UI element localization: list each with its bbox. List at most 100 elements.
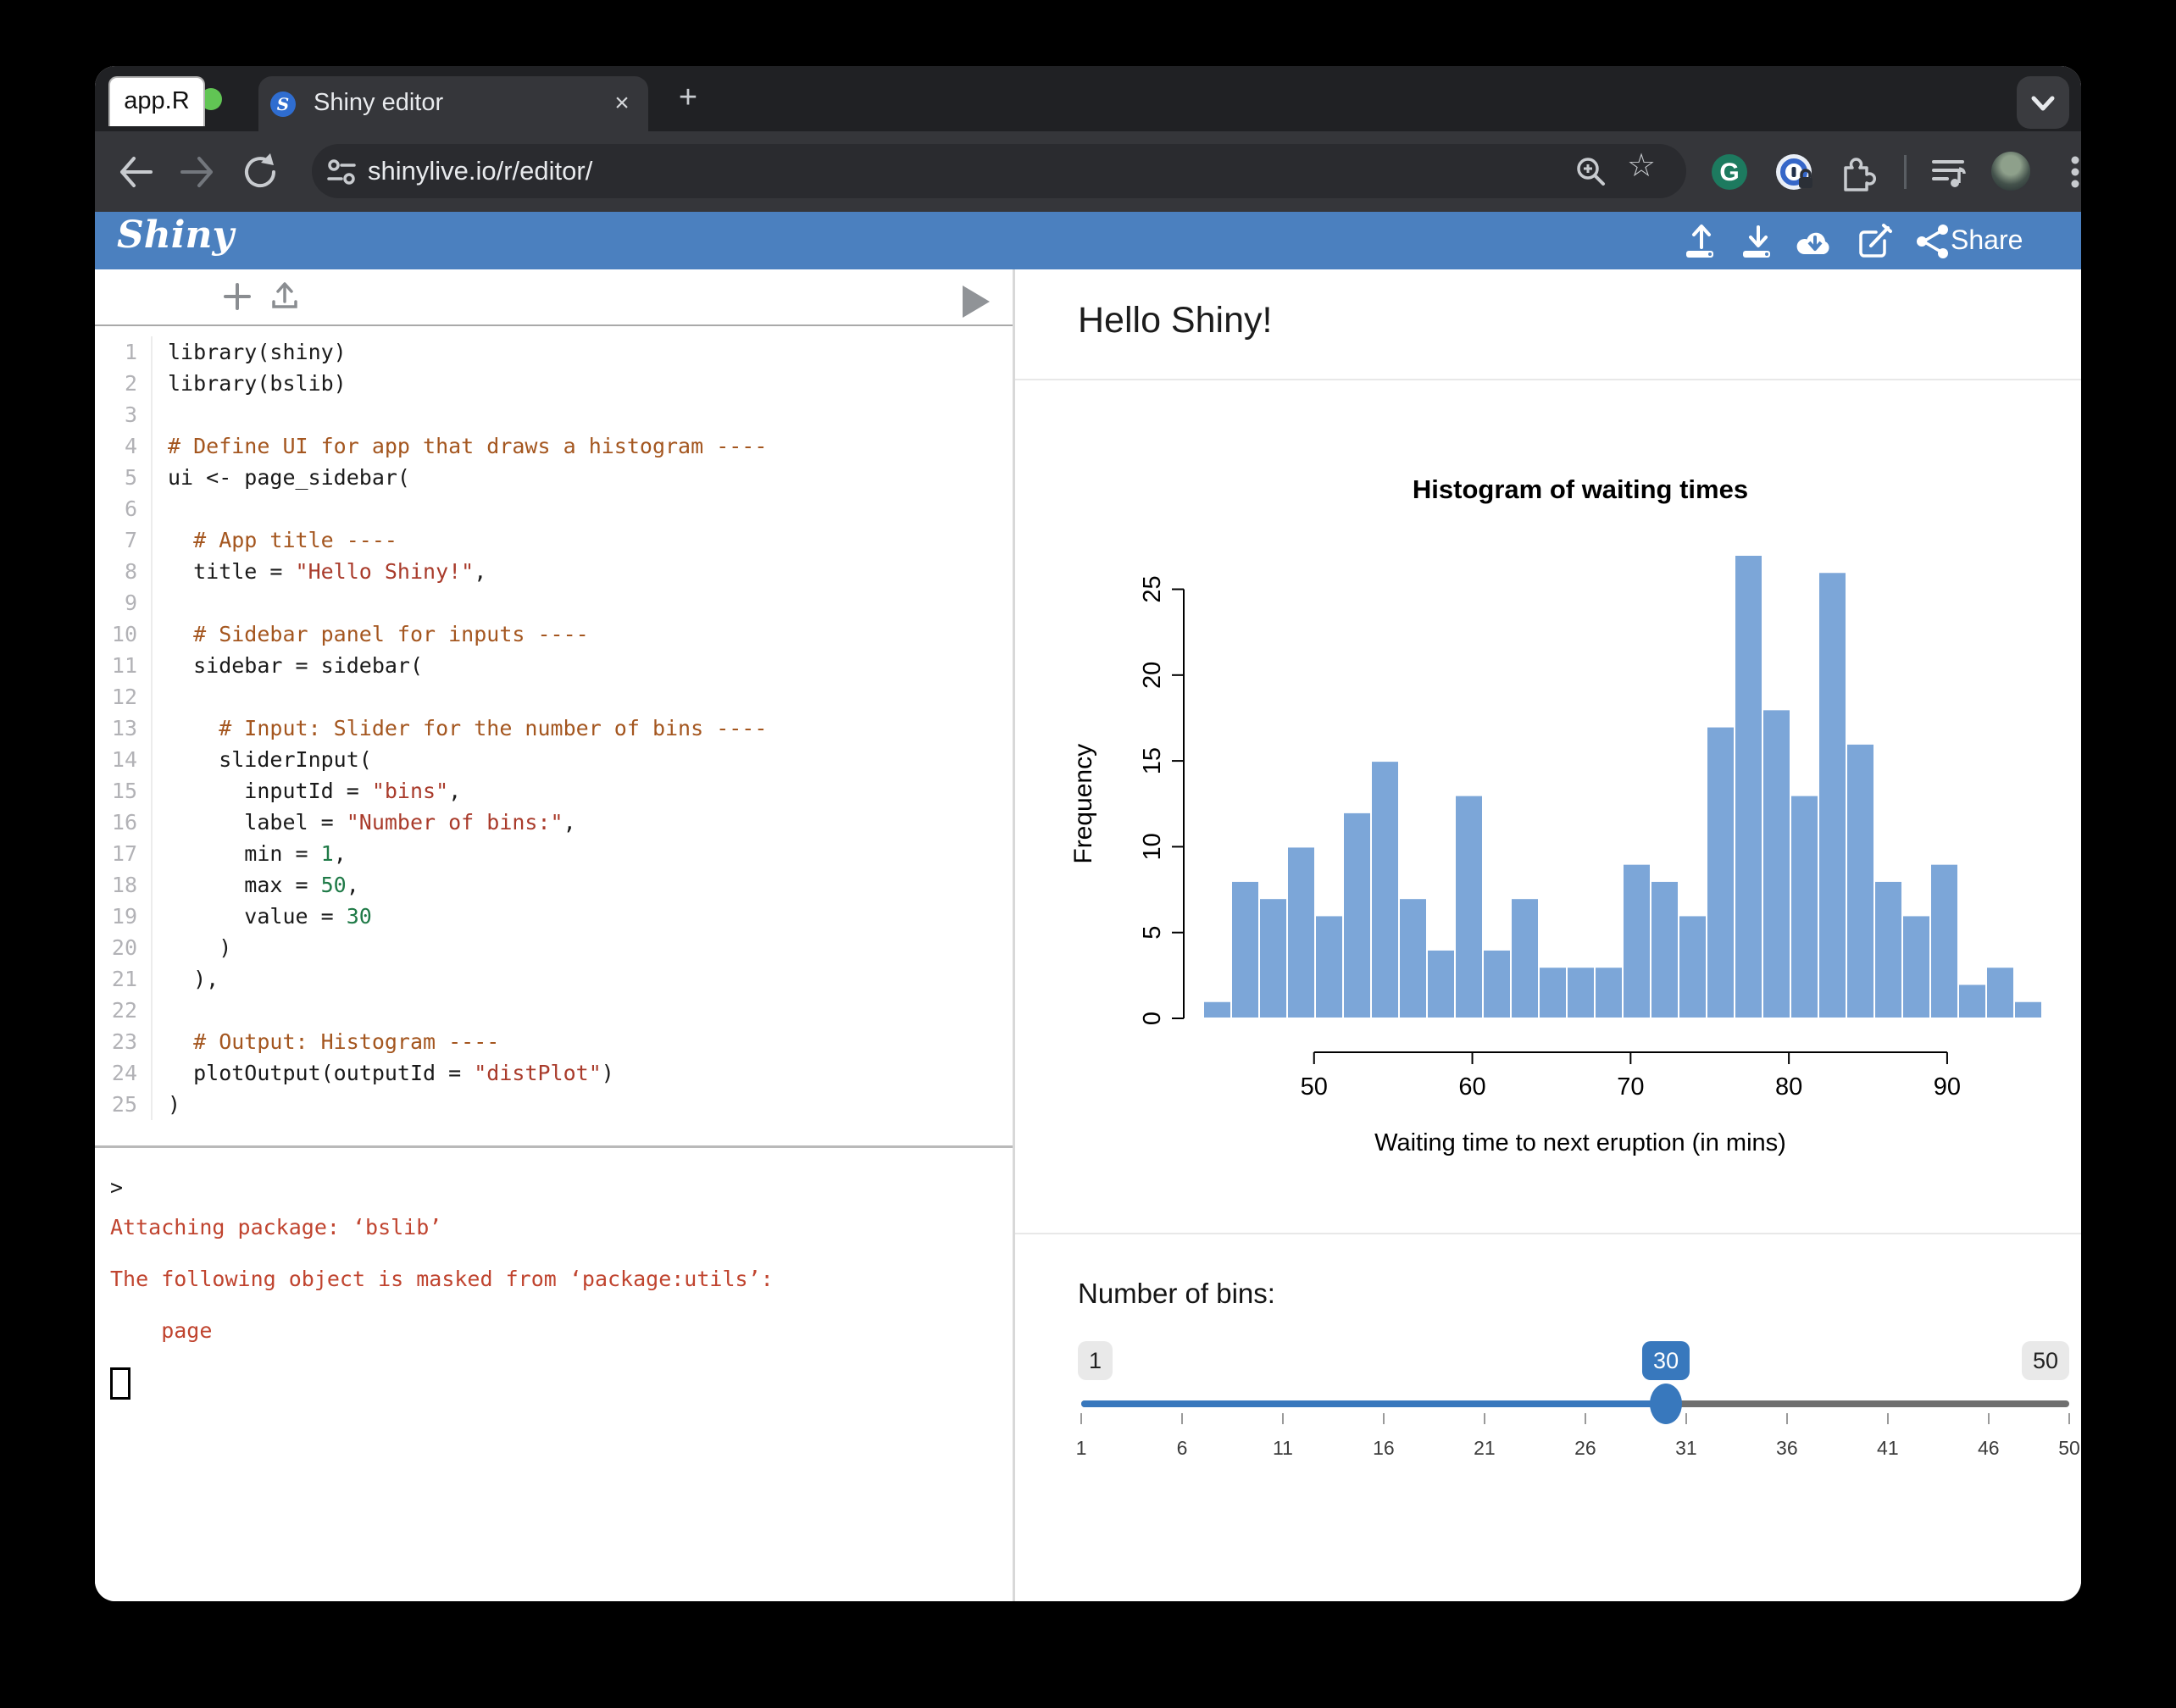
browser-menu-icon[interactable]	[2062, 153, 2081, 191]
slider-tick-label: 21	[1474, 1437, 1496, 1459]
code-line[interactable]: 8 title = "Hello Shiny!",	[95, 556, 1013, 587]
zoom-icon[interactable]	[1571, 152, 1612, 192]
code-line[interactable]: 15 inputId = "bins",	[95, 775, 1013, 807]
line-number: 8	[95, 556, 153, 587]
forward-button[interactable]	[177, 152, 218, 192]
line-number: 24	[95, 1057, 153, 1089]
histogram-bar	[1370, 760, 1400, 1019]
console-line: >	[110, 1175, 124, 1200]
code-line[interactable]: 17 min = 1,	[95, 838, 1013, 869]
code-line[interactable]: 18 max = 50,	[95, 869, 1013, 901]
x-tick-label: 50	[1301, 1073, 1328, 1101]
code-line[interactable]: 25)	[95, 1089, 1013, 1120]
code-line[interactable]: 19 value = 30	[95, 901, 1013, 932]
x-tick-label: 90	[1934, 1073, 1961, 1101]
editor-tab-app-r[interactable]: app.R	[108, 76, 205, 126]
code-line[interactable]: 22	[95, 995, 1013, 1026]
slider-handle[interactable]	[1650, 1384, 1683, 1424]
histogram-bar	[1398, 897, 1428, 1019]
upload-file-icon[interactable]	[268, 280, 302, 313]
x-axis-label: Waiting time to next eruption (in mins)	[1374, 1129, 1786, 1156]
edit-icon[interactable]	[1856, 222, 1895, 261]
code-line[interactable]: 12	[95, 681, 1013, 713]
slider-tick	[1584, 1413, 1586, 1424]
code-text: )	[168, 935, 232, 960]
add-file-icon[interactable]	[220, 280, 254, 313]
code-line[interactable]: 3	[95, 399, 1013, 430]
console-line: page	[110, 1318, 213, 1343]
browser-tab[interactable]: S Shiny editor ×	[258, 76, 648, 131]
histogram-bar	[1258, 897, 1288, 1019]
code-line[interactable]: 10 # Sidebar panel for inputs ----	[95, 618, 1013, 650]
code-text: library(bslib)	[168, 371, 347, 396]
profile-avatar[interactable]	[1991, 152, 2030, 191]
histogram-bar	[1594, 966, 1624, 1020]
line-number: 4	[95, 430, 153, 462]
r-console[interactable]: > Attaching package: ‘bslib’ The following…	[95, 1159, 1013, 1601]
tab-close-icon[interactable]: ×	[614, 89, 630, 117]
line-number: 9	[95, 587, 153, 618]
back-button[interactable]	[115, 152, 156, 192]
code-line[interactable]: 4 # Define UI for app that draws a histog…	[95, 430, 1013, 462]
code-line[interactable]: 1 library(shiny)	[95, 336, 1013, 368]
x-tick-label: 70	[1617, 1073, 1644, 1101]
code-editor[interactable]: 1 library(shiny) 2 library(bslib) 3 4 # Define…	[95, 326, 1013, 1145]
line-number: 17	[95, 838, 153, 869]
code-line[interactable]: 7 # App title ----	[95, 524, 1013, 556]
code-line[interactable]: 13 # Input: Slider for the number of bin…	[95, 713, 1013, 744]
password-manager-extension-icon[interactable]	[1774, 152, 1814, 192]
open-file-icon[interactable]	[1682, 222, 1721, 261]
extensions-puzzle-icon[interactable]	[1835, 152, 1876, 192]
code-line[interactable]: 23 # Output: Histogram ----	[95, 1026, 1013, 1057]
y-tick-label: 0	[1139, 1012, 1166, 1025]
code-text: value = 30	[168, 904, 372, 929]
browser-window: S Shiny editor × + shinylive.io	[95, 66, 2081, 1601]
slider-tick	[1281, 1413, 1284, 1424]
tab-search-button[interactable]	[2017, 76, 2069, 129]
pane-resize-divider[interactable]	[1013, 269, 1015, 1601]
code-text: max = 50,	[168, 873, 359, 897]
slider-tick-label: 41	[1877, 1437, 1899, 1459]
shiny-logo[interactable]: Shiny	[117, 214, 235, 257]
code-line[interactable]: 16 label = "Number of bins:",	[95, 807, 1013, 838]
line-number: 18	[95, 869, 153, 901]
run-app-button[interactable]	[959, 284, 993, 319]
y-axis-label: Frequency	[1069, 744, 1097, 864]
histogram-bar	[1790, 794, 1819, 1019]
histogram-bar	[1342, 811, 1372, 1019]
grammarly-extension-icon[interactable]: G	[1709, 152, 1750, 192]
browser-toolbar: shinylive.io/r/editor/ ☆ G	[95, 131, 2081, 212]
code-line[interactable]: 24 plotOutput(outputId = "distPlot")	[95, 1057, 1013, 1089]
code-line[interactable]: 2 library(bslib)	[95, 368, 1013, 399]
bookmark-star-icon[interactable]: ☆	[1627, 148, 1657, 184]
slider-tick-label: 46	[1978, 1437, 2000, 1459]
code-line[interactable]: 6	[95, 493, 1013, 524]
code-line[interactable]: 14 sliderInput(	[95, 744, 1013, 775]
share-icon[interactable]	[1913, 222, 1952, 261]
histogram-bar	[1510, 897, 1540, 1019]
address-bar[interactable]	[312, 144, 1686, 198]
editor-console-divider[interactable]	[95, 1145, 1013, 1148]
code-line[interactable]: 21 ),	[95, 963, 1013, 995]
console-cursor[interactable]	[110, 1367, 130, 1400]
site-settings-icon[interactable]	[322, 152, 363, 192]
url-text[interactable]: shinylive.io/r/editor/	[368, 156, 593, 186]
code-line[interactable]: 9	[95, 587, 1013, 618]
slider-tick-label: 26	[1574, 1437, 1596, 1459]
slider-tick	[1785, 1413, 1788, 1424]
line-number: 11	[95, 650, 153, 681]
line-number: 2	[95, 368, 153, 399]
download-file-icon[interactable]	[1739, 222, 1778, 261]
line-number: 6	[95, 493, 153, 524]
code-line[interactable]: 20 )	[95, 932, 1013, 963]
slider-tick-label: 50	[2058, 1437, 2080, 1459]
histogram-bar	[1650, 879, 1679, 1020]
cloud-download-icon[interactable]	[1796, 222, 1835, 261]
code-line[interactable]: 5 ui <- page_sidebar(	[95, 462, 1013, 493]
new-tab-button[interactable]: +	[678, 80, 698, 115]
reload-button[interactable]	[240, 152, 280, 192]
code-text: # Define UI for app that draws a histogr…	[168, 434, 768, 458]
share-button[interactable]: Share	[1951, 225, 2023, 255]
code-line[interactable]: 11 sidebar = sidebar(	[95, 650, 1013, 681]
media-controls-icon[interactable]	[1929, 152, 1969, 192]
